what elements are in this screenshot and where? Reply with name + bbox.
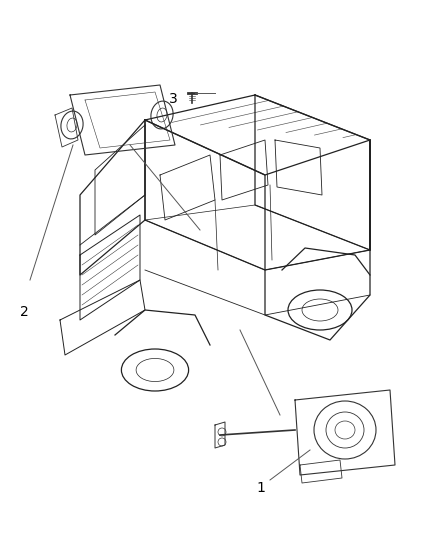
Text: 3: 3 [169, 92, 177, 106]
Text: 1: 1 [256, 481, 265, 495]
Text: 2: 2 [20, 305, 28, 319]
